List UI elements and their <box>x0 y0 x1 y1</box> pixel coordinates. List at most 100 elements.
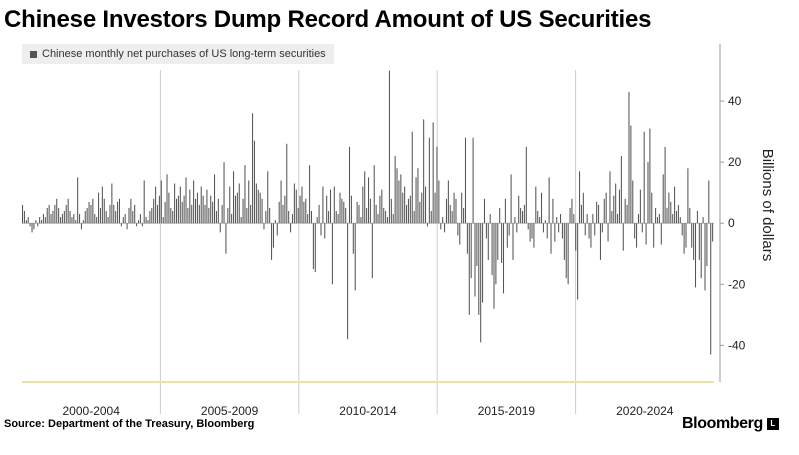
bar <box>696 211 698 224</box>
bar <box>149 211 151 224</box>
bar <box>229 186 231 224</box>
bar <box>483 198 486 224</box>
bar <box>210 195 212 224</box>
bar <box>164 201 166 224</box>
bar <box>77 177 79 224</box>
bar <box>41 220 43 224</box>
bar <box>544 220 546 224</box>
bar <box>702 217 704 224</box>
bar <box>71 217 73 224</box>
bar <box>643 131 645 224</box>
bar <box>99 207 101 224</box>
bar <box>586 214 588 224</box>
bar <box>698 223 700 260</box>
bar <box>88 201 90 224</box>
x-tick-label: 2015-2019 <box>478 404 536 418</box>
brand-mark-icon: L <box>766 418 779 430</box>
bar <box>52 211 54 224</box>
bar <box>455 198 457 224</box>
bar <box>626 204 628 224</box>
bar <box>280 180 282 224</box>
bar <box>324 223 326 239</box>
bar <box>67 198 69 224</box>
bar <box>523 204 525 224</box>
x-tick-label: 2010-2014 <box>339 404 397 418</box>
y-tick-label: 20 <box>728 155 742 169</box>
bar <box>508 223 510 236</box>
bar <box>223 162 225 224</box>
x-tick-label: 2005-2009 <box>201 404 259 418</box>
bar <box>432 122 434 224</box>
bar <box>282 204 284 224</box>
bar <box>122 217 124 224</box>
bar <box>546 223 548 239</box>
bar <box>303 201 305 224</box>
bar <box>293 183 295 224</box>
bar <box>584 223 586 236</box>
bar <box>662 174 664 224</box>
bar <box>204 204 206 224</box>
y-axis-title: Billions of dollars <box>759 149 776 262</box>
bar <box>307 214 309 224</box>
bar <box>227 207 229 224</box>
bar <box>569 207 571 224</box>
bar <box>263 223 265 230</box>
bar <box>255 183 257 224</box>
bar <box>286 143 288 224</box>
bar <box>128 207 130 224</box>
bar <box>217 198 219 224</box>
bar <box>166 174 168 224</box>
bar <box>580 204 582 224</box>
bar <box>689 207 691 224</box>
bar <box>360 217 362 224</box>
bar <box>440 223 442 230</box>
bar <box>231 214 233 224</box>
bar <box>265 211 267 224</box>
bar <box>381 189 383 224</box>
bar <box>101 186 103 224</box>
bar <box>208 207 210 224</box>
bar <box>529 223 531 242</box>
bar <box>90 204 92 224</box>
bar <box>453 192 455 224</box>
bar <box>575 223 577 251</box>
bar <box>615 183 617 224</box>
bar <box>700 223 702 279</box>
bar <box>457 223 459 236</box>
bar <box>366 207 368 224</box>
bar <box>428 137 430 224</box>
bar <box>611 211 613 224</box>
bar <box>554 223 556 242</box>
bar <box>368 177 370 224</box>
bar <box>501 223 503 263</box>
bar <box>655 207 657 224</box>
bar <box>215 211 217 224</box>
y-tick-label: 40 <box>728 94 742 108</box>
bar <box>624 198 626 224</box>
bar <box>297 207 299 224</box>
bar <box>392 214 394 224</box>
bar <box>377 214 379 224</box>
bar <box>447 180 449 224</box>
bar <box>706 223 708 266</box>
bar <box>649 128 651 224</box>
bar <box>33 223 35 230</box>
bar <box>421 192 423 224</box>
bar <box>238 183 240 224</box>
bar <box>512 223 514 260</box>
bar <box>430 211 432 224</box>
bar <box>177 195 179 224</box>
bar <box>463 207 465 224</box>
bar <box>27 217 29 224</box>
bar <box>385 211 387 224</box>
bar <box>261 198 263 224</box>
bar <box>601 223 603 233</box>
bar <box>387 217 389 224</box>
bar <box>187 207 189 224</box>
chart-title: Chinese Investors Dump Record Amount of … <box>4 6 652 33</box>
bar <box>645 223 647 245</box>
bar <box>156 204 159 224</box>
bar <box>394 156 396 224</box>
bar <box>449 204 451 224</box>
bar <box>358 204 360 224</box>
